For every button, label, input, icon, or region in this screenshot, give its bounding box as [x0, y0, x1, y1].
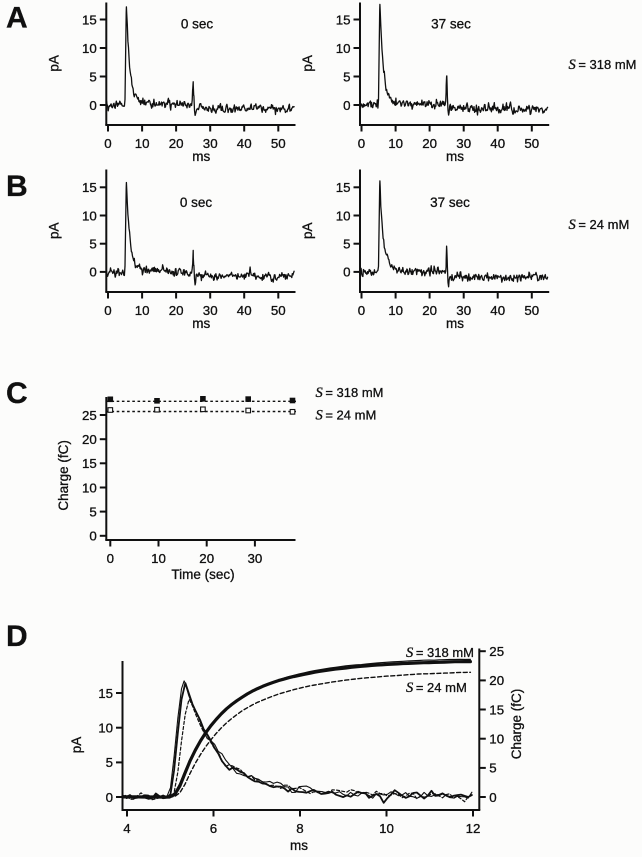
svg-text:37 sec: 37 sec	[431, 17, 471, 32]
svg-text:0: 0	[106, 790, 113, 805]
svg-text:30: 30	[456, 303, 471, 318]
svg-text:30: 30	[203, 303, 218, 318]
svg-text:12: 12	[466, 821, 481, 836]
svg-text:25: 25	[489, 644, 504, 659]
svg-text:ms: ms	[192, 316, 210, 331]
svg-text:8: 8	[296, 821, 303, 836]
svg-text:10: 10	[379, 821, 394, 836]
svg-text:S = 24 mM: S = 24 mM	[569, 217, 630, 233]
svg-text:A: A	[6, 2, 28, 35]
svg-text:20: 20	[422, 303, 437, 318]
svg-text:40: 40	[490, 303, 505, 318]
svg-text:5: 5	[489, 761, 496, 776]
svg-text:50: 50	[524, 303, 539, 318]
svg-text:ms: ms	[446, 316, 464, 331]
svg-text:10: 10	[336, 208, 351, 223]
svg-text:0 sec: 0 sec	[181, 17, 214, 32]
svg-text:0: 0	[89, 529, 96, 544]
svg-text:10: 10	[388, 303, 403, 318]
svg-text:10: 10	[489, 732, 504, 747]
svg-text:25: 25	[82, 408, 97, 423]
svg-text:10: 10	[98, 721, 113, 736]
svg-text:5: 5	[343, 69, 350, 84]
svg-text:S = 24 mM: S = 24 mM	[316, 408, 377, 424]
svg-text:S = 24 mM: S = 24 mM	[406, 680, 467, 696]
svg-text:0: 0	[89, 265, 96, 280]
svg-text:0: 0	[343, 98, 350, 113]
svg-text:Charge (fC): Charge (fC)	[56, 440, 71, 511]
svg-text:10: 10	[82, 208, 97, 223]
svg-text:20: 20	[169, 136, 184, 151]
svg-text:10: 10	[151, 551, 166, 566]
svg-text:S = 318 mM: S = 318 mM	[406, 645, 474, 661]
svg-text:10: 10	[336, 41, 351, 56]
svg-text:30: 30	[203, 136, 218, 151]
svg-text:37 sec: 37 sec	[430, 195, 470, 210]
svg-text:5: 5	[343, 237, 350, 252]
svg-text:0: 0	[89, 98, 96, 113]
svg-text:15: 15	[82, 456, 97, 471]
svg-text:S = 318 mM: S = 318 mM	[569, 57, 637, 73]
svg-text:0: 0	[343, 265, 350, 280]
svg-text:0: 0	[104, 303, 111, 318]
svg-text:6: 6	[210, 821, 217, 836]
svg-text:20: 20	[82, 432, 97, 447]
svg-text:S = 318 mM: S = 318 mM	[316, 385, 384, 401]
svg-text:ms: ms	[192, 149, 210, 164]
svg-text:Charge (fC): Charge (fC)	[509, 689, 524, 760]
svg-text:15: 15	[98, 686, 113, 701]
svg-text:D: D	[6, 620, 28, 653]
svg-text:pA: pA	[46, 55, 61, 72]
svg-text:40: 40	[237, 303, 252, 318]
svg-text:15: 15	[489, 702, 504, 717]
svg-text:0: 0	[107, 551, 114, 566]
svg-text:pA: pA	[69, 737, 84, 754]
svg-text:0: 0	[358, 303, 365, 318]
svg-text:C: C	[6, 377, 28, 410]
svg-text:5: 5	[89, 69, 96, 84]
svg-text:15: 15	[336, 12, 351, 27]
svg-text:Time (sec): Time (sec)	[171, 567, 234, 582]
svg-text:0: 0	[489, 790, 496, 805]
svg-text:20: 20	[489, 673, 504, 688]
svg-text:ms: ms	[446, 149, 464, 164]
svg-text:5: 5	[89, 237, 96, 252]
svg-text:0: 0	[358, 136, 365, 151]
svg-text:pA: pA	[300, 55, 315, 72]
svg-text:20: 20	[199, 551, 214, 566]
svg-text:10: 10	[82, 41, 97, 56]
svg-text:40: 40	[237, 136, 252, 151]
svg-text:15: 15	[82, 180, 97, 195]
svg-text:10: 10	[388, 136, 403, 151]
svg-text:50: 50	[271, 136, 286, 151]
svg-text:30: 30	[248, 551, 263, 566]
svg-text:40: 40	[490, 136, 505, 151]
svg-text:5: 5	[89, 504, 96, 519]
svg-text:10: 10	[82, 480, 97, 495]
svg-text:5: 5	[106, 755, 113, 770]
svg-text:0 sec: 0 sec	[180, 195, 213, 210]
svg-text:20: 20	[422, 136, 437, 151]
svg-text:B: B	[6, 170, 28, 203]
svg-text:4: 4	[123, 821, 130, 836]
svg-text:15: 15	[82, 12, 97, 27]
svg-text:50: 50	[271, 303, 286, 318]
svg-text:30: 30	[456, 136, 471, 151]
svg-text:15: 15	[336, 180, 351, 195]
svg-text:20: 20	[169, 303, 184, 318]
svg-text:50: 50	[524, 136, 539, 151]
svg-text:pA: pA	[46, 222, 61, 239]
svg-text:0: 0	[104, 136, 111, 151]
svg-text:10: 10	[135, 136, 150, 151]
svg-text:ms: ms	[290, 838, 308, 852]
svg-text:pA: pA	[300, 222, 315, 239]
svg-text:10: 10	[135, 303, 150, 318]
